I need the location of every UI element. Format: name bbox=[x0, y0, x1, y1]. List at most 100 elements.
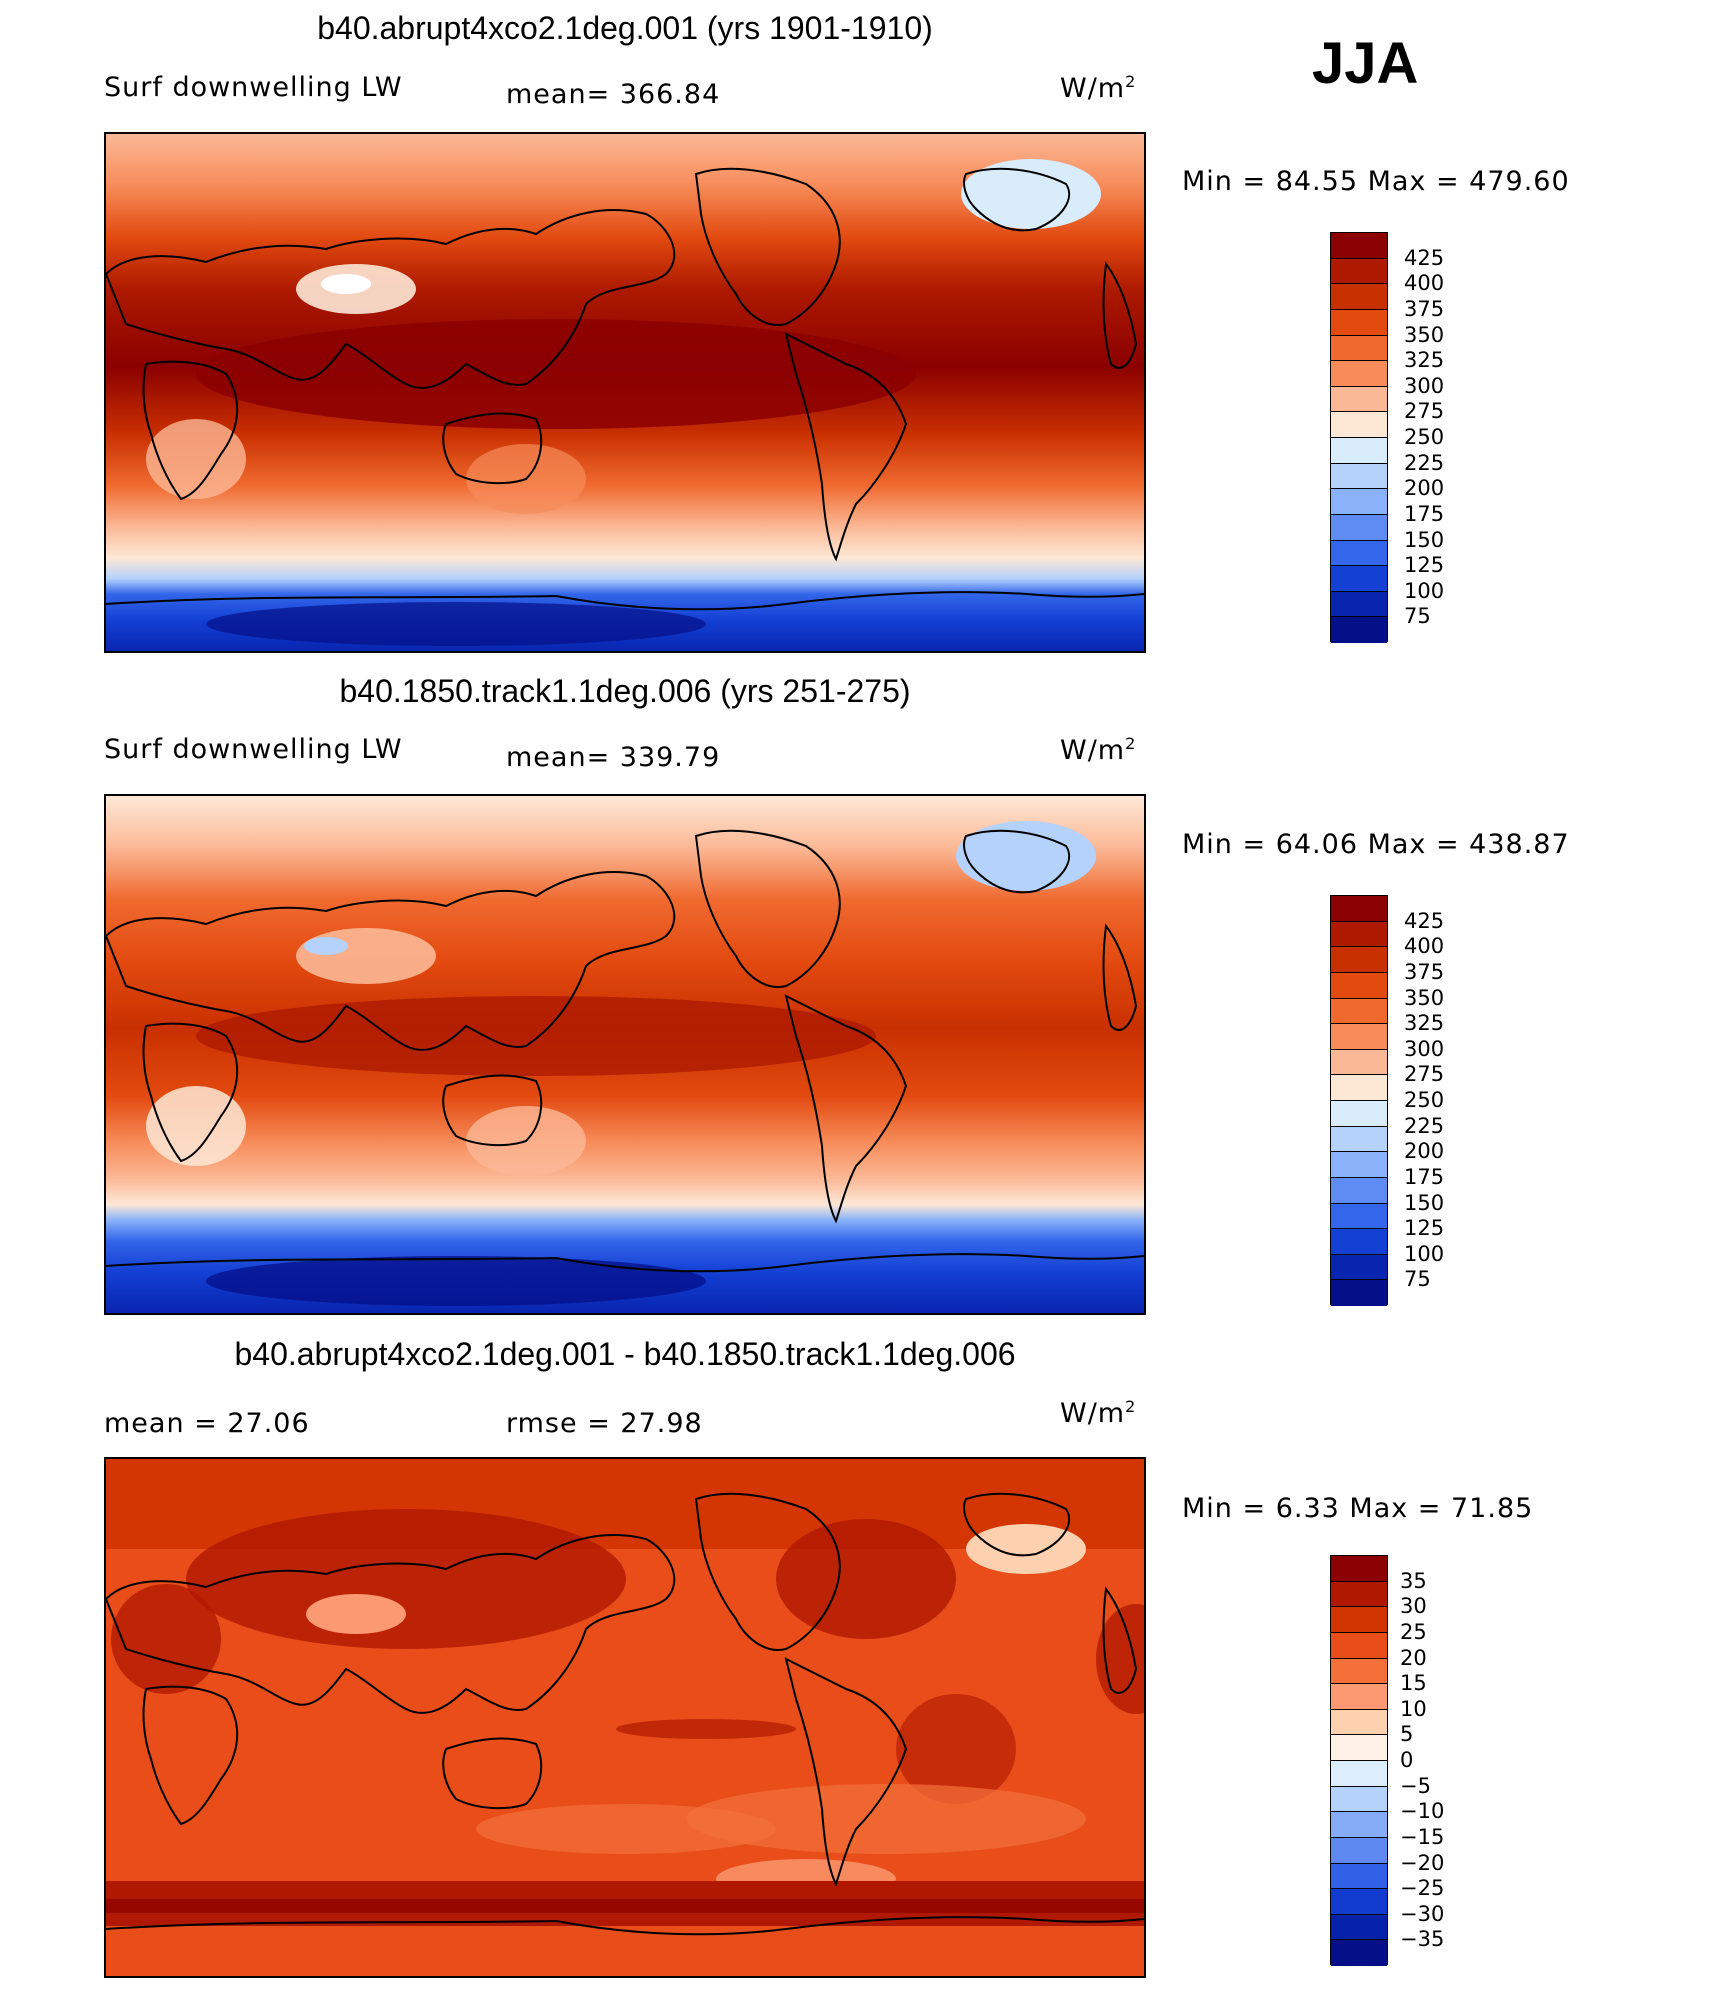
panel-3-colorbar-segment bbox=[1331, 1684, 1387, 1710]
coastline bbox=[1102, 1586, 1138, 1694]
panel-2-colorbar-segment bbox=[1331, 1203, 1387, 1230]
panel-2-colorbar-tick-label: 125 bbox=[1404, 1216, 1445, 1241]
coastline bbox=[106, 1253, 1144, 1273]
panel-3-mean-label: mean = 27.06 bbox=[104, 1408, 310, 1439]
panel-3-minmax: Min = 6.33 Max = 71.85 bbox=[1182, 1493, 1534, 1524]
panel-2-colorbar-tick-label: 400 bbox=[1404, 934, 1445, 959]
panel-3-colorbar-segment bbox=[1331, 1940, 1387, 1966]
panel-3-colorbar-segment bbox=[1331, 1632, 1387, 1659]
panel-1-colorbar-segment bbox=[1331, 309, 1387, 336]
panel-1-colorbar-segment bbox=[1331, 386, 1387, 413]
panel-3-colorbar-segment bbox=[1331, 1812, 1387, 1838]
panel-1-colorbar-segment bbox=[1331, 335, 1387, 362]
coastline bbox=[442, 1737, 543, 1810]
panel-1-map-svg bbox=[106, 134, 1144, 651]
panel-3-colorbar-tick-label: −25 bbox=[1400, 1876, 1445, 1901]
coastline bbox=[784, 332, 908, 562]
panel-1-colorbar-tick-label: 200 bbox=[1404, 476, 1445, 501]
panel-3-map-svg bbox=[106, 1459, 1144, 1976]
panel-3-colorbar-tick-label: −30 bbox=[1400, 1901, 1445, 1926]
panel-3-colorbar-segment bbox=[1331, 1863, 1387, 1890]
panel-2-mean-label: mean= 339.79 bbox=[506, 742, 721, 773]
coastline bbox=[784, 1657, 908, 1887]
panel-1-colorbar-tick-label: 350 bbox=[1404, 322, 1445, 347]
panel-1-colorbar-tick-label: 150 bbox=[1404, 527, 1445, 552]
panel-2-colorbar-tick-label: 375 bbox=[1404, 959, 1445, 984]
panel-2-colorbar-segment bbox=[1331, 998, 1387, 1025]
coastline bbox=[1102, 923, 1138, 1031]
panel-1-colorbar-tick-label: 300 bbox=[1404, 373, 1445, 398]
panel-2-colorbar-segment bbox=[1331, 1280, 1387, 1306]
panel-3-rmse-label: rmse = 27.98 bbox=[506, 1408, 703, 1439]
panel-3-colorbar-tick-label: 35 bbox=[1400, 1568, 1427, 1593]
panel-3-title: b40.abrupt4xco2.1deg.001 - b40.1850.trac… bbox=[234, 1336, 1016, 1372]
panel-3-colorbar-tick-label: 5 bbox=[1400, 1722, 1414, 1747]
panel-2-colorbar-tick-label: 75 bbox=[1404, 1267, 1431, 1292]
panel-2-colorbar-segment bbox=[1331, 1177, 1387, 1204]
panel-3-colorbar bbox=[1330, 1555, 1388, 1966]
panel-3-colorbar-segment bbox=[1331, 1837, 1387, 1864]
panel-1-colorbar-tick-label: 325 bbox=[1404, 348, 1445, 373]
panel-3-map bbox=[104, 1457, 1146, 1978]
panel-1-colorbar-tick-label: 375 bbox=[1404, 296, 1445, 321]
panel-2-colorbar-tick-label: 250 bbox=[1404, 1088, 1445, 1112]
panel-2-colorbar-tick-label: 225 bbox=[1404, 1113, 1445, 1138]
panel-3-colorbar-tick-label: −10 bbox=[1400, 1799, 1445, 1824]
panel-2-colorbar-segment bbox=[1331, 1101, 1387, 1127]
coastline bbox=[694, 167, 841, 326]
panel-2-colorbar-segment bbox=[1331, 972, 1387, 999]
panel-1-map bbox=[104, 132, 1146, 653]
panel-2-colorbar-segment bbox=[1331, 921, 1387, 948]
panel-2-colorbar-tick-label: 100 bbox=[1404, 1241, 1445, 1266]
panel-1-colorbar-segment bbox=[1331, 591, 1387, 618]
panel-1-colorbar-tick-label: 400 bbox=[1404, 271, 1445, 296]
panel-1-colorbar-segment bbox=[1331, 233, 1387, 259]
panel-3-colorbar-segment bbox=[1331, 1709, 1387, 1736]
coastline bbox=[963, 829, 1071, 894]
panel-1-colorbar-segment bbox=[1331, 258, 1387, 285]
panel-2-colorbar-tick-label: 325 bbox=[1404, 1011, 1445, 1036]
panel-3-colorbar-segment bbox=[1331, 1581, 1387, 1608]
coastline bbox=[442, 1074, 543, 1147]
panel-1-colorbar-tick-label: 275 bbox=[1404, 399, 1445, 424]
panel-2-colorbar-segment bbox=[1331, 1049, 1387, 1076]
coastline bbox=[106, 1534, 676, 1714]
coastline bbox=[106, 209, 676, 389]
panel-1-variable-label: Surf downwelling LW bbox=[104, 72, 403, 103]
coastline bbox=[142, 1685, 239, 1826]
panel-2-colorbar-segment bbox=[1331, 1152, 1387, 1178]
panel-1-colorbar-tick-label: 250 bbox=[1404, 425, 1445, 449]
coastline bbox=[142, 1022, 239, 1163]
panel-1-colorbar-segment bbox=[1331, 284, 1387, 310]
panel-2-colorbar-tick-label: 275 bbox=[1404, 1062, 1445, 1087]
panel-2-colorbar-tick-label: 300 bbox=[1404, 1036, 1445, 1061]
coastline bbox=[963, 1492, 1071, 1557]
panel-3-colorbar-tick-label: −15 bbox=[1400, 1824, 1445, 1849]
panel-1-colorbar-tick-label: 225 bbox=[1404, 450, 1445, 475]
coastline bbox=[784, 994, 908, 1224]
panel-1-colorbar-segment bbox=[1331, 514, 1387, 541]
coastline bbox=[106, 871, 676, 1051]
panel-3-colorbar-segment bbox=[1331, 1786, 1387, 1813]
panel-3-colorbar-segment bbox=[1331, 1607, 1387, 1633]
panel-3-colorbar-tick-label: 20 bbox=[1400, 1645, 1427, 1670]
panel-2-map-svg bbox=[106, 796, 1144, 1313]
panel-3-colorbar-tick-label: 15 bbox=[1400, 1671, 1427, 1696]
panel-3-colorbar-tick-label: 30 bbox=[1400, 1594, 1427, 1619]
panel-1-colorbar-segment bbox=[1331, 489, 1387, 515]
panel-2-colorbar-tick-label: 200 bbox=[1404, 1139, 1445, 1164]
coastline bbox=[106, 591, 1144, 611]
panel-3-colorbar-tick-label: 0 bbox=[1400, 1748, 1414, 1772]
panel-3-colorbar-segment bbox=[1331, 1914, 1387, 1941]
panel-3-colorbar-tick-label: −20 bbox=[1400, 1850, 1445, 1875]
panel-3-colorbar-tick-label: −5 bbox=[1400, 1773, 1431, 1798]
coastline bbox=[142, 360, 239, 501]
panel-2-colorbar bbox=[1330, 895, 1388, 1306]
panel-1-colorbar-segment bbox=[1331, 463, 1387, 490]
panel-1-units: W/m2 bbox=[1060, 72, 1137, 104]
coastline bbox=[963, 167, 1071, 232]
panel-1-colorbar-tick-label: 125 bbox=[1404, 553, 1445, 578]
panel-1-minmax: Min = 84.55 Max = 479.60 bbox=[1182, 166, 1570, 197]
panel-1-mean-label: mean= 366.84 bbox=[506, 79, 721, 110]
panel-2-units: W/m2 bbox=[1060, 734, 1137, 766]
